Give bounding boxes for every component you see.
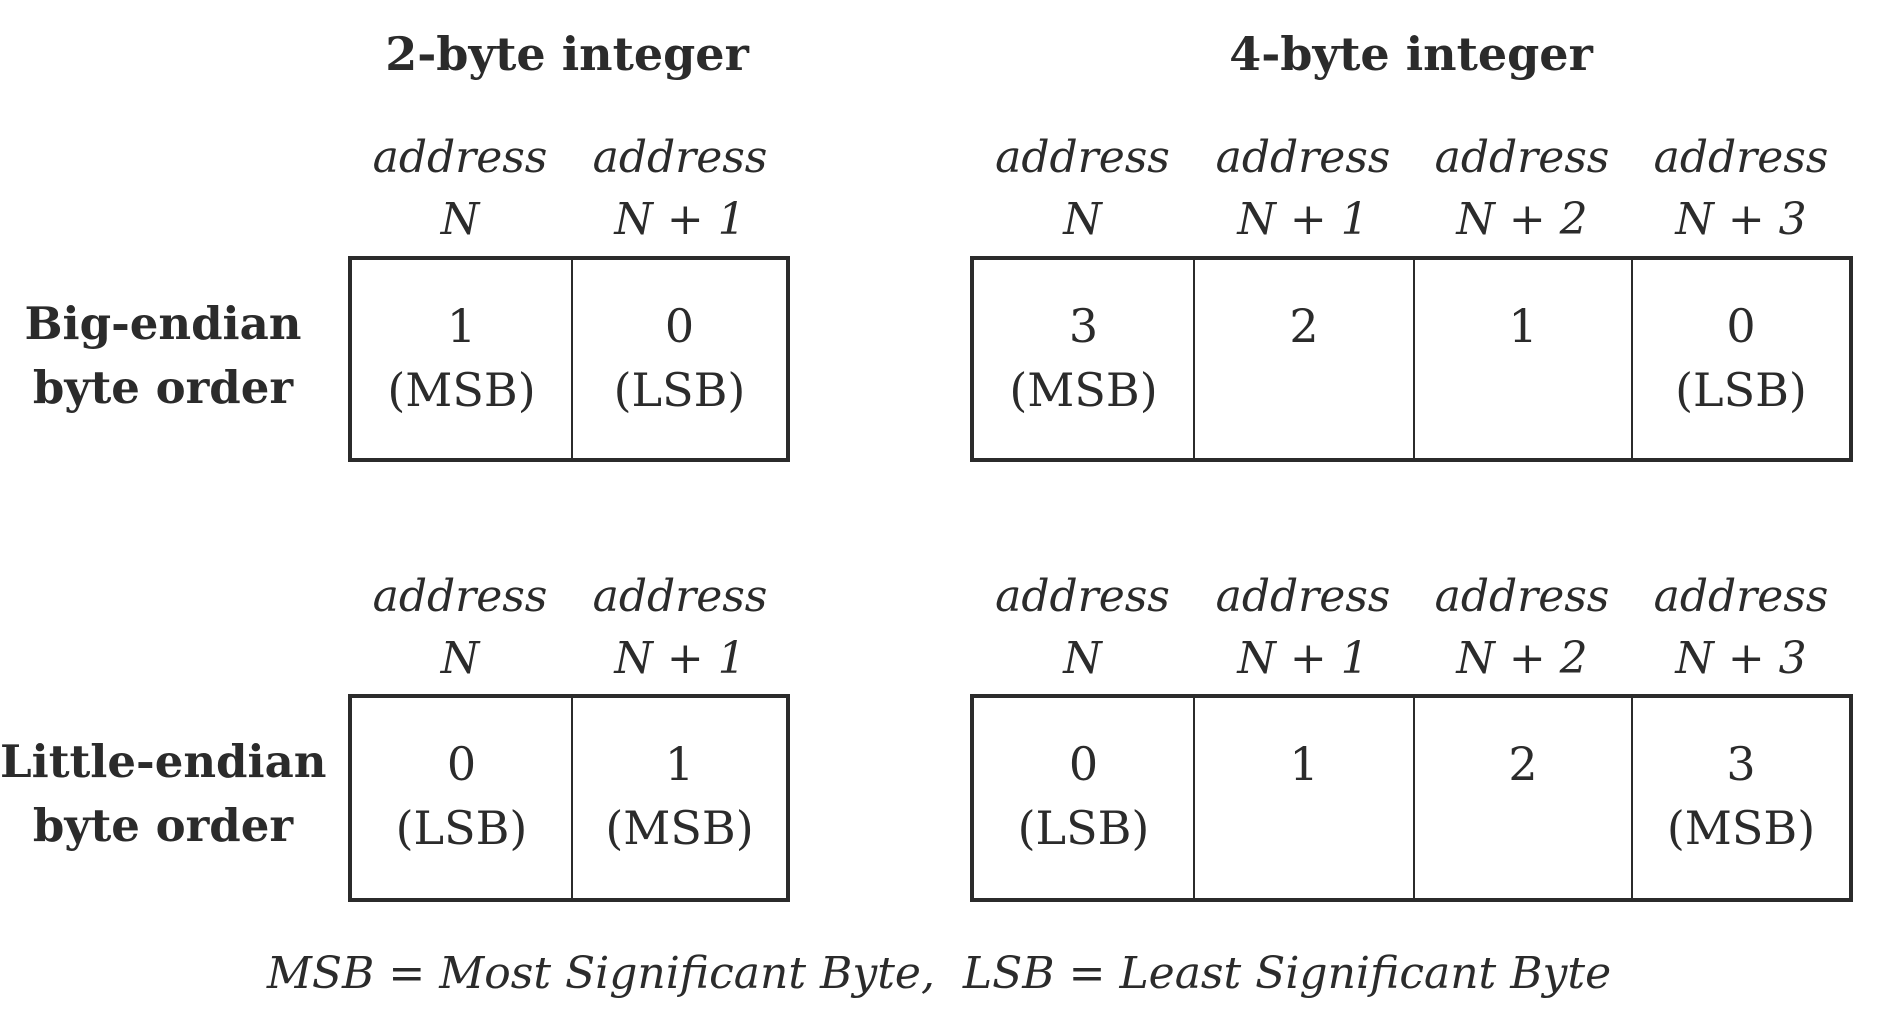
address-word: address [372,571,548,622]
address-header: address N + 1 [1193,566,1413,690]
four-byte-title: 4-byte integer [1229,27,1593,81]
byte-significance: (MSB) [605,801,754,855]
little-endian-4-byte-box: 0 (LSB) 1 2 3 (MSB) [970,694,1853,902]
address-offset: N + 2 [1456,194,1588,245]
byte-value: 1 [446,299,477,353]
byte-value: 0 [1726,299,1756,353]
address-word: address [592,571,768,622]
big-endian-label: Big-endian byte order [0,292,326,420]
byte-cell: 3 (MSB) [1633,698,1849,898]
little-endian-label-line2: byte order [32,799,294,852]
byte-significance [1415,796,1631,860]
address-word: address [372,132,548,183]
byte-value: 2 [1508,737,1538,791]
address-header: address N + 1 [570,127,790,251]
address-word: address [995,132,1170,183]
address-offset: N + 1 [1237,633,1369,684]
address-offset: N + 1 [1237,194,1369,245]
address-word: address [1215,132,1391,183]
address-header: address N + 3 [1631,127,1851,251]
address-header: address N [972,127,1193,251]
byte-significance: (LSB) [1017,801,1150,855]
address-offset: N [1063,633,1102,684]
byte-cell: 2 [1415,698,1633,898]
byte-value: 0 [664,299,695,353]
address-header: address N + 1 [570,566,790,690]
little-endian-label-line1: Little-endian [0,735,327,788]
address-word: address [1434,571,1610,622]
byte-value: 0 [1068,737,1099,791]
address-word: address [1434,132,1610,183]
little-endian-2-byte-box: 0 (LSB) 1 (MSB) [348,694,790,902]
address-header: address N + 1 [1193,127,1413,251]
byte-cell: 0 (LSB) [573,260,786,458]
big-endian-4-byte-box: 3 (MSB) 2 1 0 (LSB) [970,256,1853,462]
address-offset: N + 3 [1675,633,1807,684]
address-offset: N + 1 [614,633,746,684]
address-offset: N [440,633,480,684]
address-offset: N [1063,194,1102,245]
byte-cell: 3 (MSB) [974,260,1195,458]
address-header: address N + 2 [1413,566,1631,690]
byte-cell: 1 [1415,260,1633,458]
byte-cell: 0 (LSB) [1633,260,1849,458]
byte-value: 1 [1289,737,1319,791]
address-word: address [1215,571,1391,622]
byte-value: 1 [664,737,695,791]
byte-significance [1195,358,1413,422]
two-byte-title: 2-byte integer [385,27,749,81]
address-header: address N [972,566,1193,690]
byte-significance: (MSB) [1009,363,1158,417]
address-header: address N + 3 [1631,566,1851,690]
address-header: address N [350,127,570,251]
address-offset: N [440,194,480,245]
address-offset: N + 3 [1675,194,1807,245]
byte-significance: (LSB) [1675,363,1807,417]
little-endian-label: Little-endian byte order [0,730,327,858]
legend-footnote: MSB = Most Significant Byte, LSB = Least… [266,948,1612,999]
byte-significance: (LSB) [395,801,528,855]
byte-value: 0 [446,737,477,791]
byte-cell: 0 (LSB) [352,698,573,898]
address-word: address [995,571,1170,622]
byte-value: 1 [1508,299,1538,353]
big-endian-label-line1: Big-endian [24,297,302,350]
byte-cell: 2 [1195,260,1415,458]
byte-cell: 1 (MSB) [352,260,573,458]
byte-cell: 1 [1195,698,1415,898]
address-offset: N + 1 [614,194,746,245]
byte-value: 3 [1068,299,1099,353]
byte-significance: (MSB) [387,363,536,417]
byte-value: 3 [1726,737,1756,791]
address-word: address [1653,571,1829,622]
address-offset: N + 2 [1456,633,1588,684]
address-header: address N + 2 [1413,127,1631,251]
byte-significance [1195,796,1413,860]
address-word: address [1653,132,1829,183]
byte-significance [1415,358,1631,422]
byte-significance: (LSB) [613,363,746,417]
byte-significance: (MSB) [1666,801,1816,855]
byte-cell: 1 (MSB) [573,698,786,898]
byte-value: 2 [1289,299,1319,353]
big-endian-label-line2: byte order [32,361,294,414]
address-word: address [592,132,768,183]
address-header: address N [350,566,570,690]
big-endian-2-byte-box: 1 (MSB) 0 (LSB) [348,256,790,462]
byte-cell: 0 (LSB) [974,698,1195,898]
